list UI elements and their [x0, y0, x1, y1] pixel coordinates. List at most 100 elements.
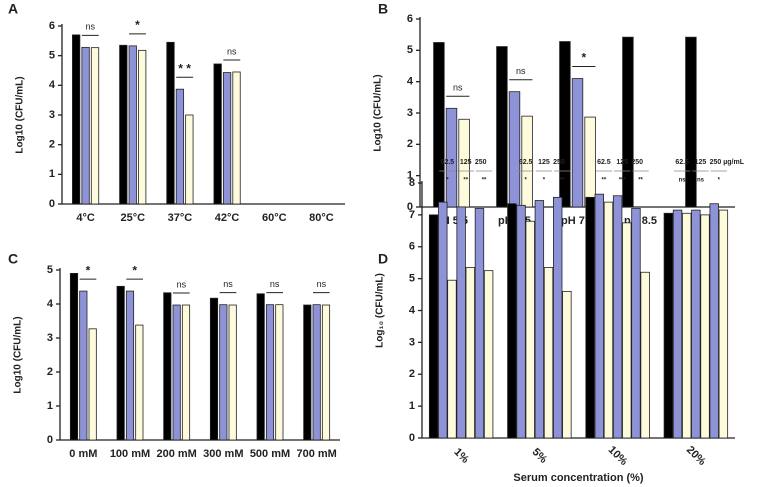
bar	[265, 304, 275, 441]
panel-label: D	[378, 251, 388, 267]
bar	[256, 293, 265, 441]
bar	[612, 195, 623, 439]
significance-label: ns	[86, 22, 96, 32]
x-tick-label: 1%	[451, 446, 471, 466]
y-tick-label: 4	[407, 76, 414, 88]
significance-label: **	[602, 178, 607, 184]
significance-label: *	[446, 178, 449, 184]
bar	[303, 304, 312, 441]
x-tick-label: 700 mM	[296, 448, 336, 460]
dose-label: 62.5	[441, 159, 455, 166]
x-tick-label: 37°C	[168, 212, 193, 224]
bar	[172, 304, 181, 441]
y-axis-label: Log10 (CFU/mL)	[13, 316, 24, 393]
significance-label: *	[581, 51, 586, 65]
bar	[685, 36, 697, 208]
bar	[321, 304, 331, 441]
bar	[445, 107, 458, 208]
significance-label: ns	[223, 279, 233, 289]
bar	[622, 222, 632, 439]
bar	[521, 115, 533, 208]
bar	[433, 42, 445, 208]
x-axis-label: Serum concentration (%)	[513, 472, 644, 484]
y-tick-label: 3	[49, 109, 55, 121]
y-tick-label: 8	[409, 177, 415, 189]
dose-label: 250 µg/mL	[710, 159, 745, 166]
bar	[559, 41, 571, 208]
bar	[175, 88, 185, 205]
y-tick-label: 6	[407, 13, 413, 25]
bar	[81, 46, 90, 205]
bar	[116, 285, 125, 441]
dose-label: 62.5	[519, 159, 533, 166]
dose-label: 125	[538, 159, 550, 166]
dose-label: 62.5	[597, 159, 611, 166]
y-tick-label: 3	[47, 332, 53, 344]
bar	[474, 208, 485, 439]
bar	[232, 71, 241, 205]
x-tick-label: 200 mM	[156, 448, 196, 460]
y-tick-label: 0	[407, 201, 413, 213]
significance-label: ns	[679, 178, 687, 184]
significance-label: * *	[178, 61, 191, 75]
bar	[438, 201, 448, 439]
bar	[594, 193, 604, 439]
bar	[483, 270, 494, 439]
dose-label: 250	[553, 159, 565, 166]
bar	[718, 209, 729, 439]
significance-label: ns	[227, 46, 237, 56]
bar	[138, 49, 147, 205]
significance-label: ns	[697, 178, 705, 184]
dose-label: 125	[616, 159, 628, 166]
dose-label: 250	[475, 159, 487, 166]
y-tick-label: 3	[407, 107, 413, 119]
y-tick-label: 6	[49, 20, 55, 32]
panel-label: A	[8, 1, 18, 17]
y-tick-label: 2	[47, 366, 53, 378]
y-tick-label: 1	[409, 400, 415, 412]
y-tick-label: 0	[409, 432, 415, 444]
bar	[465, 267, 475, 439]
bar	[622, 36, 634, 208]
bar	[562, 290, 572, 439]
x-tick-label: 20%	[684, 444, 708, 468]
y-tick-label: 1	[47, 400, 53, 412]
y-axis-label: Log10 (CFU/mL)	[373, 74, 384, 151]
bar	[682, 212, 692, 439]
bar	[166, 41, 175, 205]
bar	[571, 78, 584, 208]
y-tick-label: 2	[409, 368, 415, 380]
panel-label: B	[378, 1, 388, 17]
significance-label: *	[718, 178, 721, 184]
significance-label: ns	[177, 279, 187, 289]
significance-label: ns	[453, 83, 463, 93]
x-tick-label: 100 mM	[110, 448, 150, 460]
significance-label: *	[132, 263, 137, 277]
bar	[516, 204, 526, 439]
y-tick-label: 1	[407, 170, 413, 182]
significance-label: ***	[619, 178, 627, 184]
bar	[663, 212, 674, 439]
x-tick-label: 500 mM	[250, 448, 290, 460]
y-tick-label: 3	[409, 336, 415, 348]
bar	[700, 214, 710, 439]
bar	[691, 209, 701, 439]
bar	[185, 114, 194, 205]
dose-label: 250	[631, 159, 643, 166]
significance-label: **	[638, 178, 643, 184]
bar	[585, 196, 595, 439]
bar	[456, 206, 466, 439]
bar	[228, 304, 237, 441]
bar	[709, 203, 719, 439]
y-axis-label: Log₁₀ (CFU/mL)	[375, 273, 386, 348]
y-tick-label: 1	[49, 168, 55, 180]
y-tick-label: 7	[409, 209, 415, 221]
y-tick-label: 2	[407, 138, 413, 150]
bar	[181, 304, 191, 441]
bar	[213, 63, 222, 205]
x-tick-label: 300 mM	[203, 448, 243, 460]
x-tick-label: 42°C	[215, 212, 240, 224]
significance-label: *	[524, 178, 527, 184]
y-tick-label: 2	[49, 139, 55, 151]
bar	[128, 45, 137, 205]
